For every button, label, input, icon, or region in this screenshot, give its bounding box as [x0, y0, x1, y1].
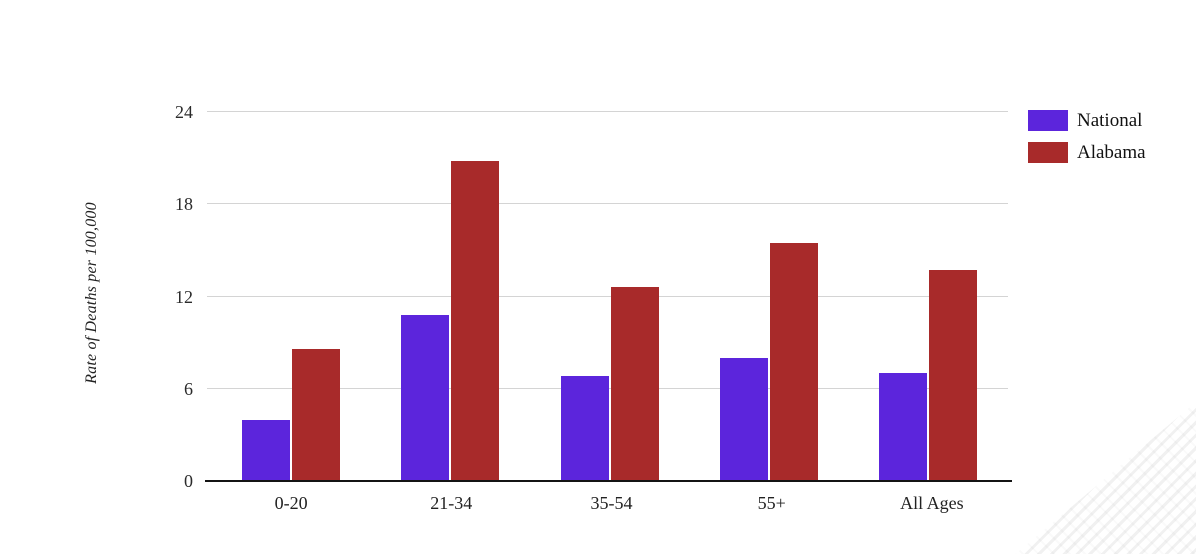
- gridline-24: [207, 111, 1008, 112]
- y-tick-label-18: 18: [175, 194, 193, 215]
- bar-national-55+: [719, 358, 768, 481]
- x-tick-label-0-20: 0-20: [274, 493, 308, 513]
- legend-label-national: National: [1077, 110, 1143, 131]
- legend-item-alabama: Alabama: [1028, 142, 1146, 163]
- gridline-18: [207, 203, 1008, 205]
- bar-group-55+: [689, 112, 848, 481]
- bar-group-21-34: [370, 112, 529, 481]
- bar-group-35-54: [530, 112, 689, 481]
- legend: National Alabama: [1028, 110, 1146, 174]
- alabama-color-swatch: [1028, 142, 1068, 163]
- x-tick-label-55+: 55+: [757, 493, 786, 513]
- y-axis-title: Rate of Deaths per 100,000: [83, 202, 100, 384]
- legend-label-alabama: Alabama: [1077, 142, 1146, 163]
- y-tick-label-0: 0: [184, 471, 193, 491]
- corner-watermark-texture: [1015, 402, 1196, 554]
- bar-national-21-34: [401, 314, 450, 481]
- x-tick-label-35-54: 35-54: [590, 493, 633, 513]
- bar-alabama-55+: [769, 242, 818, 481]
- plot-area: 0 6 12 18 24: [175, 103, 1012, 490]
- y-tick-label-6: 6: [184, 378, 193, 399]
- gridline-12: [207, 295, 1008, 297]
- y-tick-label-12: 12: [175, 286, 193, 307]
- bar-national-All Ages: [879, 373, 928, 481]
- bar-national-0-20: [241, 419, 290, 481]
- bars-container: [211, 112, 1008, 481]
- bar-alabama-21-34: [451, 161, 500, 481]
- x-axis-labels: 0-20 21-34 35-54 55+ All Ages: [211, 493, 1012, 514]
- bar-national-35-54: [560, 376, 609, 481]
- x-tick-label-All Ages: All Ages: [900, 493, 964, 513]
- y-tick-label-24: 24: [175, 102, 193, 122]
- x-axis-line: [205, 480, 1012, 482]
- bar-group-0-20: [211, 112, 370, 481]
- legend-item-national: National: [1028, 110, 1146, 131]
- bar-alabama-All Ages: [929, 270, 978, 481]
- bar-alabama-0-20: [291, 348, 340, 481]
- national-color-swatch: [1028, 110, 1068, 131]
- x-tick-label-21-34: 21-34: [430, 493, 473, 513]
- bar-group-All Ages: [849, 112, 1008, 481]
- bar-alabama-35-54: [610, 287, 659, 481]
